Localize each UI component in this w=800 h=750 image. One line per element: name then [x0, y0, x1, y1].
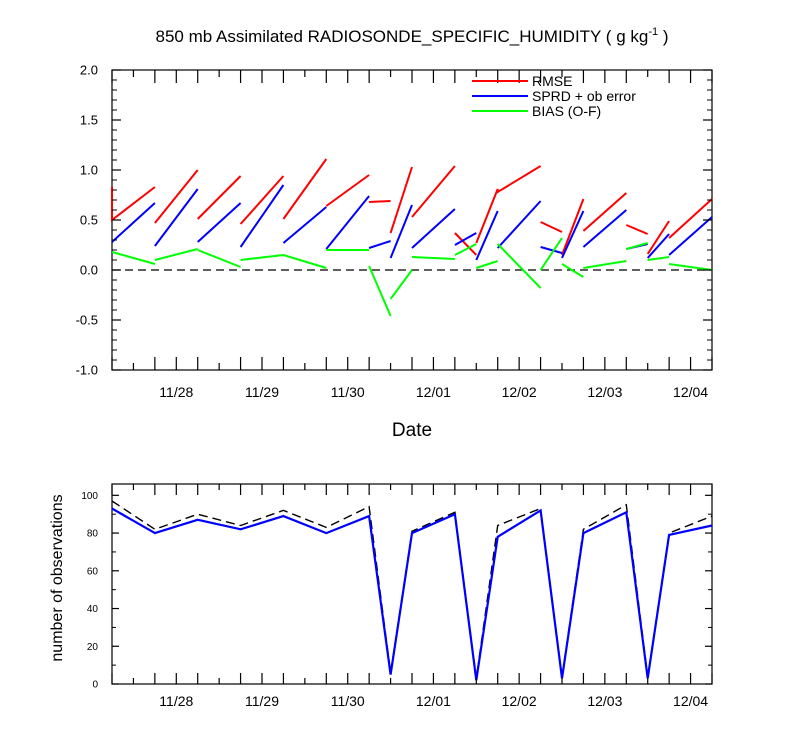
sprd-line-segment [389, 204, 413, 259]
rmse-line-segment [625, 224, 649, 235]
sprd-line-segment [325, 195, 370, 250]
bottom-ytick-label: 20 [87, 642, 99, 653]
rmse-line-segment [282, 158, 328, 220]
bottom-ytick-label: 40 [87, 604, 99, 615]
rmse-line-segment [475, 165, 542, 244]
top-ytick-label: 1.5 [80, 113, 98, 128]
sprd-line-segment [496, 200, 542, 249]
sprd-line-segment [111, 202, 156, 243]
bias-line-segment [539, 237, 563, 271]
top-ytick-label: 0.5 [80, 213, 98, 228]
rmse-line-segment [196, 175, 242, 220]
top-xtick-label: 12/02 [502, 384, 537, 400]
bottom-ytick-label: 100 [81, 491, 98, 502]
sprd-line-segment [668, 216, 713, 256]
top-xtick-label: 12/03 [587, 384, 622, 400]
bottom-xtick-label: 11/28 [159, 693, 193, 709]
top-ytick-label: 0.0 [80, 263, 98, 278]
sprd-line-segment [239, 184, 285, 248]
bottom-ytick-label: 0 [92, 680, 98, 691]
top-xtick-label: 12/04 [673, 384, 708, 400]
sprd-line-segment [475, 210, 499, 261]
bias-line-segment [668, 263, 713, 271]
sprd-line-segment [411, 208, 456, 249]
top-ytick-label: 1.0 [80, 163, 98, 178]
obs-total-line [111, 500, 713, 679]
bias-line-segment [454, 243, 477, 256]
chart-title-close: ) [658, 27, 668, 46]
top-plot-frame [111, 69, 713, 371]
bias-line-segment [647, 256, 670, 261]
top-axes: 11/28 11/29 11/30 12/01 12/02 12/03 12/04 -1.0 -… [76, 63, 713, 400]
sprd-line-segment [197, 202, 242, 243]
rmse-line-segment [561, 198, 585, 256]
legend-label-bias: BIAS (O-F) [532, 103, 601, 119]
bottom-xtick-label: 12/02 [502, 693, 537, 709]
bottom-series-layer [111, 500, 713, 681]
rmse-line-segment [239, 175, 285, 225]
sprd-line-segment [154, 188, 199, 247]
bottom-ytick-label: 80 [87, 529, 99, 540]
rmse-line-segment [325, 174, 370, 207]
bias-line-segment [154, 248, 198, 261]
chart-title: 850 mb Assimilated RADIOSONDE_SPECIFIC_H… [156, 26, 669, 46]
bias-line-segment [368, 265, 392, 317]
sprd-line-segment [646, 233, 670, 259]
bias-line-segment [475, 260, 499, 269]
bottom-axes: 11/28 11/29 11/30 12/01 12/02 12/03 12/04 0 20 40… [81, 484, 713, 709]
top-ytick-label: -0.5 [76, 313, 98, 328]
bias-line-segment [283, 254, 327, 269]
rmse-line-segment [668, 198, 713, 239]
bias-line-segment [411, 256, 455, 260]
rmse-line-segment [111, 186, 156, 223]
top-ytick-label: 2.0 [80, 63, 98, 78]
bottom-xtick-label: 11/29 [245, 693, 279, 709]
legend: RMSE SPRD + ob error BIAS (O-F) [472, 73, 636, 119]
sprd-line-segment [282, 206, 327, 244]
legend-label-sprd: SPRD + ob error [532, 88, 636, 104]
rmse-line-segment [540, 221, 563, 233]
rmse-line-segment [646, 220, 670, 255]
sprd-line-segment [454, 232, 477, 246]
top-xtick-label: 11/29 [245, 384, 279, 400]
bias-line-segment [240, 254, 284, 261]
bottom-xtick-label: 12/04 [673, 693, 708, 709]
bias-line-segment [496, 243, 542, 289]
top-xtick-label: 11/30 [331, 384, 365, 400]
top-xaxis-label: Date [392, 420, 432, 441]
top-ytick-label: -1.0 [76, 363, 98, 378]
bias-line-segment [197, 249, 241, 268]
rmse-line-segment [582, 192, 627, 232]
sprd-line-segment [540, 246, 563, 254]
top-xtick-label: 12/01 [416, 384, 451, 400]
top-plot: 11/28 11/29 11/30 12/01 12/02 12/03 12/04 -1.0 -… [76, 63, 713, 441]
bottom-xtick-label: 12/01 [416, 693, 451, 709]
top-series-layer [111, 158, 713, 317]
bias-line-segment [626, 242, 648, 250]
rmse-line-segment [369, 200, 391, 203]
bias-line-segment [561, 263, 584, 278]
bottom-plot: 11/28 11/29 11/30 12/01 12/02 12/03 12/04 0 20 40… [49, 483, 713, 709]
bottom-yaxis-label: number of observations [49, 494, 66, 661]
obs-assimilated-line [111, 507, 713, 681]
sprd-line-segment [368, 240, 391, 249]
bias-line-segment [389, 269, 413, 300]
rmse-line-segment [454, 232, 478, 256]
bottom-xtick-label: 12/03 [587, 693, 622, 709]
chart-title-exponent: -1 [648, 26, 658, 38]
rmse-line-segment [389, 166, 413, 234]
chart-title-main: 850 mb Assimilated RADIOSONDE_SPECIFIC_H… [156, 27, 649, 46]
rmse-line-segment [411, 165, 456, 218]
bias-line-segment [111, 251, 156, 265]
legend-label-rmse: RMSE [532, 73, 572, 89]
top-xtick-label: 11/28 [159, 384, 193, 400]
bottom-xtick-label: 11/30 [331, 693, 365, 709]
sprd-line-segment [561, 210, 585, 259]
bottom-ytick-label: 60 [87, 566, 99, 577]
rmse-line-segment [154, 169, 199, 224]
sprd-line-segment [582, 209, 627, 248]
bias-line-segment [583, 260, 627, 269]
